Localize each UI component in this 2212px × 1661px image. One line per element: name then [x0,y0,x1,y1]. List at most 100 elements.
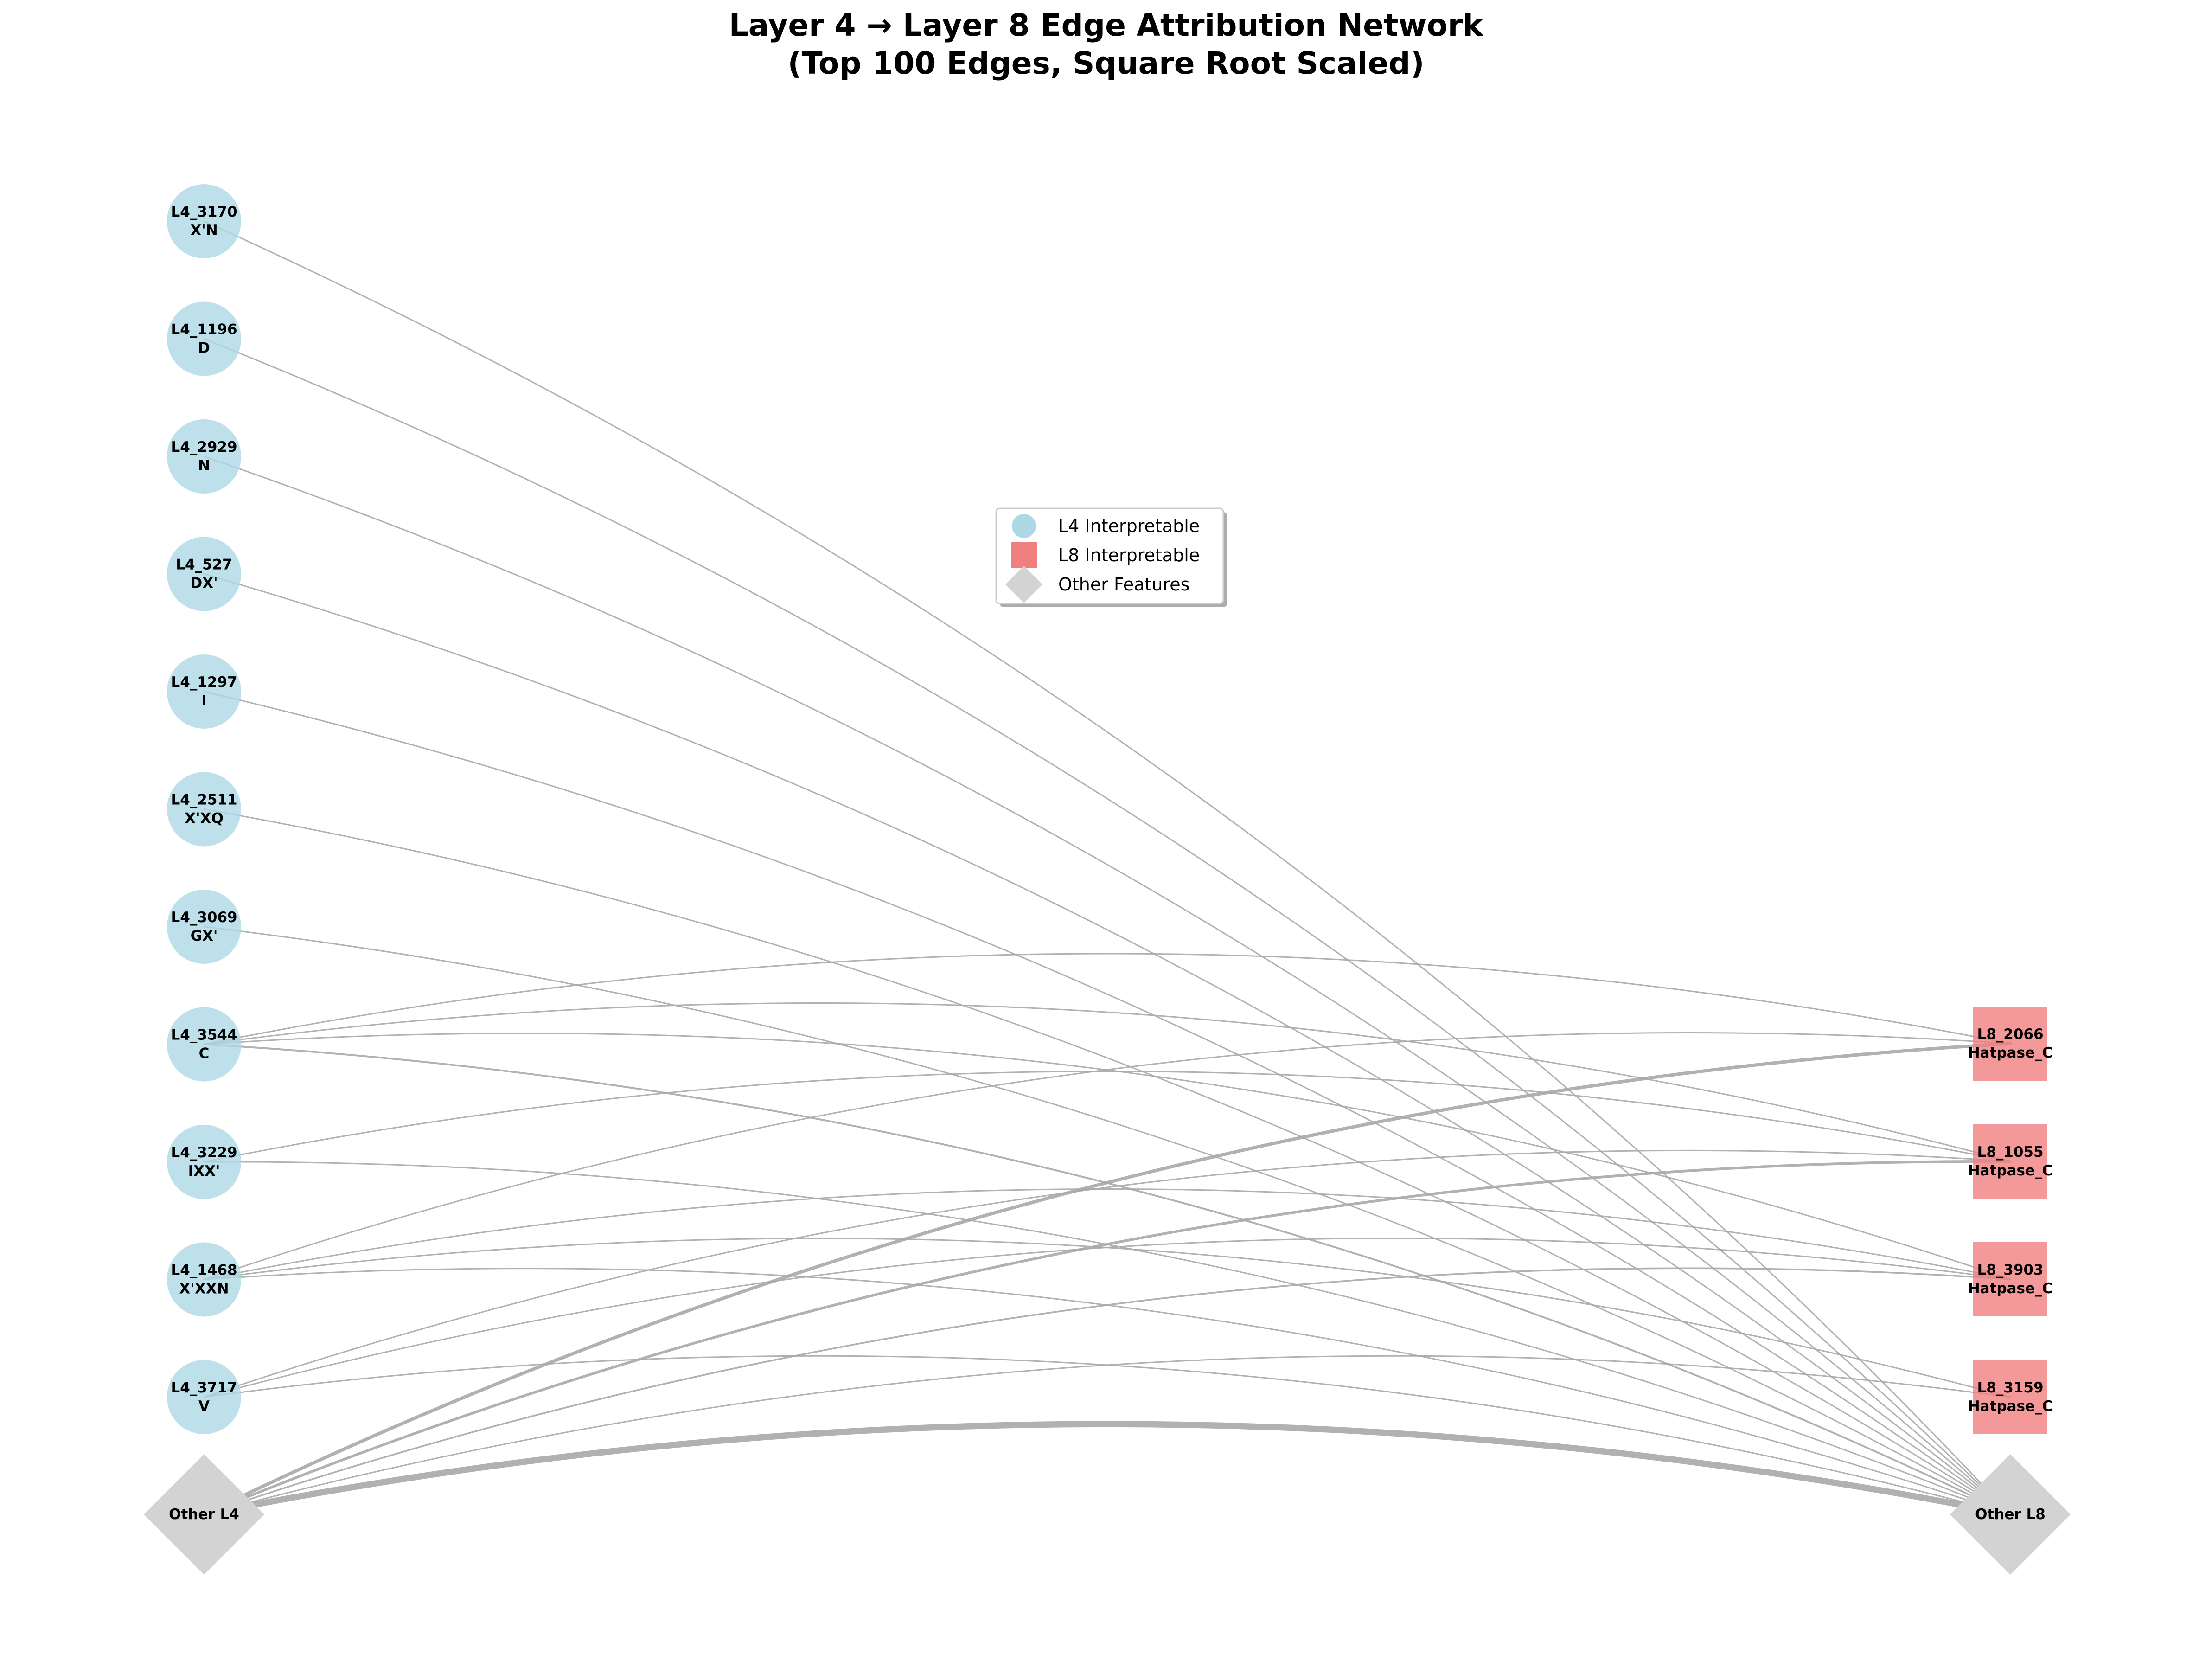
circle-marker [167,301,241,376]
edge-L4_1468-to-Other_L8 [203,1268,2011,1515]
legend-label: L4 Interpretable [1058,516,1200,536]
edge-L4_1196-to-Other_L8 [203,338,2011,1515]
node-L4_3069[interactable]: L4_3069 GX' [167,890,241,964]
node-label-L4_3069-name: L4_3069 [171,909,237,926]
node-L4_2511[interactable]: L4_2511 X'XQ [167,772,241,847]
node-Other_L8[interactable]: Other L8 [1950,1454,2071,1575]
circle-marker [167,1242,241,1317]
edge-Other_L4-to-L8_3903 [203,1267,2011,1515]
node-L4_3717[interactable]: L4_3717 V [167,1360,241,1434]
edge-L4_3069-to-Other_L8 [203,926,2011,1515]
node-Other_L4[interactable]: Other L4 [144,1454,264,1575]
node-label-L4_3544-name: L4_3544 [171,1027,237,1044]
edges-layer [201,220,2014,1518]
node-label-L8_3159-subtitle: Hatpase_C [1968,1398,2053,1415]
nodes-layer: L4_3170 X'N L4_1196 D L4_2929 N L4_527 DX' L4_12… [144,184,2071,1575]
node-label-L4_1196-subtitle: D [198,340,210,357]
square-marker [1973,1124,2047,1199]
node-label-L4_2511-subtitle: X'XQ [185,810,224,827]
node-label-L4_3544-subtitle: C [199,1045,210,1062]
circle-marker [167,1125,241,1199]
node-L4_1468[interactable]: L4_1468 X'XXN [167,1242,241,1317]
legend-diamond-icon [1005,566,1042,603]
node-L4_3229[interactable]: L4_3229 IXX' [167,1125,241,1199]
circle-marker [167,890,241,964]
node-label-L4_527-name: L4_527 [176,557,232,573]
legend-label: Other Features [1058,574,1189,595]
diamond-marker [144,1454,264,1575]
chart-title: Layer 4 → Layer 8 Edge Attribution Netwo… [0,6,2212,83]
legend-label: L8 Interpretable [1058,545,1200,565]
edge-Other_L4-to-L8_2066 [202,1042,2012,1516]
node-label-Other_L4-name: Other L4 [169,1506,239,1523]
node-L8_2066[interactable]: L8_2066 Hatpase_C [1968,1007,2053,1081]
node-label-L4_1196-name: L4_1196 [171,321,237,338]
edge-L4_1297-to-Other_L8 [203,691,2011,1515]
node-L4_3170[interactable]: L4_3170 X'N [167,184,241,258]
edge-L4_1468-to-L8_3159 [203,1238,2011,1398]
legend-item-circle: L4 Interpretable [1012,514,1200,538]
node-L8_3159[interactable]: L8_3159 Hatpase_C [1968,1360,2053,1434]
edge-Other_L4-to-L8_3159 [203,1355,2011,1515]
node-L8_3903[interactable]: L8_3903 Hatpase_C [1968,1242,2053,1316]
legend-box [995,507,1224,604]
node-label-L8_1055-subtitle: Hatpase_C [1968,1162,2053,1179]
title-line-1: Layer 4 → Layer 8 Edge Attribution Netwo… [729,7,1483,43]
circle-marker [167,537,241,611]
circle-marker [167,1007,241,1082]
edge-L4_3229-to-L8_1055 [203,1071,2011,1163]
node-label-L4_3229-subtitle: IXX' [188,1163,220,1180]
node-label-L8_2066-name: L8_2066 [1977,1026,2043,1043]
legend: L4 Interpretable L8 Interpretable Other Fe… [995,507,1227,607]
node-label-L4_3717-subtitle: V [198,1398,210,1415]
edge-L4_2511-to-Other_L8 [203,808,2011,1515]
node-label-L8_2066-subtitle: Hatpase_C [1968,1045,2053,1061]
node-label-L4_1468-name: L4_1468 [171,1262,237,1279]
node-label-L8_1055-name: L8_1055 [1977,1144,2043,1161]
edge-Other_L4-to-Other_L8 [201,1421,2014,1518]
edge-L4_2929-to-Other_L8 [203,455,2011,1515]
square-marker [1973,1007,2047,1081]
square-marker [1973,1360,2047,1434]
circle-marker [167,1360,241,1434]
diamond-marker [1950,1454,2071,1575]
legend-circle-icon [1012,514,1036,538]
node-label-L4_3069-subtitle: GX' [191,928,218,944]
node-label-L4_1468-subtitle: X'XXN [179,1281,229,1297]
node-label-Other_L8-name: Other L8 [1975,1506,2046,1523]
node-L4_1297[interactable]: L4_1297 I [167,654,241,729]
node-label-L8_3903-subtitle: Hatpase_C [1968,1280,2053,1297]
node-label-L4_3229-name: L4_3229 [171,1144,237,1161]
edge-L4_3544-to-L8_2066 [203,953,2011,1045]
node-label-L8_3903-name: L8_3903 [1977,1262,2043,1278]
square-marker [1973,1242,2047,1316]
node-label-L4_2929-name: L4_2929 [171,439,237,455]
circle-marker [167,184,241,258]
node-label-L4_527-subtitle: DX' [190,575,217,592]
legend-item-square: L8 Interpretable [1011,542,1200,568]
edge-L4_3717-to-L8_1055 [203,1149,2011,1398]
node-label-L8_3159-name: L8_3159 [1977,1379,2043,1396]
circle-marker [167,654,241,729]
node-label-L4_2929-subtitle: N [198,457,210,474]
title-line-2: (Top 100 Edges, Square Root Scaled) [787,45,1425,81]
edge-L4_3544-to-L8_1055 [203,1002,2011,1162]
edge-L4_1468-to-L8_2066 [203,1032,2011,1280]
edge-L4_3229-to-Other_L8 [203,1161,2011,1515]
circle-marker [167,772,241,847]
node-label-L4_1297-subtitle: I [201,693,207,709]
edge-L4_3717-to-Other_L8 [203,1355,2011,1515]
node-label-L4_3170-name: L4_3170 [171,204,237,220]
node-L4_527[interactable]: L4_527 DX' [167,537,241,611]
node-L4_2929[interactable]: L4_2929 N [167,419,241,494]
node-label-L4_1297-name: L4_1297 [171,674,237,691]
edge-L4_3170-to-Other_L8 [203,220,2011,1515]
node-L4_1196[interactable]: L4_1196 D [167,301,241,376]
legend-item-diamond: Other Features [1005,566,1189,603]
node-label-L4_2511-name: L4_2511 [171,792,237,808]
node-label-L4_3717-name: L4_3717 [171,1379,237,1396]
circle-marker [167,419,241,494]
